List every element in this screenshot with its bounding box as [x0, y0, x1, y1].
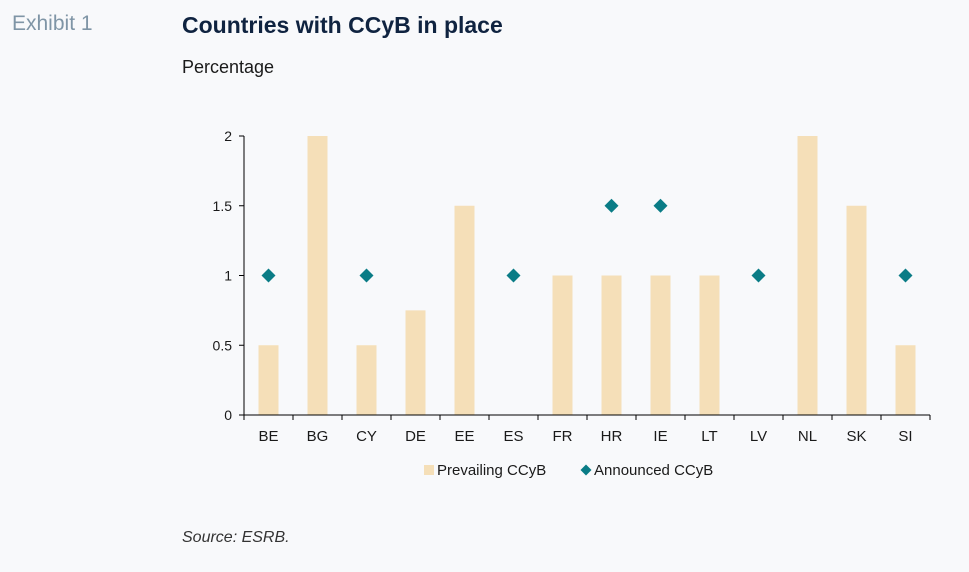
- x-tick-label-de: DE: [405, 428, 426, 445]
- y-tick-label: 1.5: [213, 198, 233, 214]
- x-tick-label-cy: CY: [356, 428, 377, 445]
- x-tick-label-hr: HR: [601, 428, 623, 445]
- marker-hr: [604, 198, 619, 213]
- x-tick-label-si: SI: [898, 428, 912, 445]
- bar-de: [405, 310, 426, 415]
- bar-hr: [601, 275, 622, 415]
- x-tick-label-lt: LT: [701, 428, 717, 445]
- x-tick-label-lv: LV: [750, 428, 767, 445]
- legend-marker-label: Announced CCyB: [594, 462, 713, 479]
- x-tick-label-fr: FR: [553, 428, 573, 445]
- legend-marker-swatch: [580, 464, 592, 476]
- bar-cy: [356, 345, 377, 415]
- x-tick-label-sk: SK: [846, 428, 866, 445]
- bar-nl: [797, 136, 818, 415]
- x-tick-label-bg: BG: [307, 428, 329, 445]
- chart-title: Countries with CCyB in place: [182, 12, 503, 38]
- marker-es: [506, 268, 521, 283]
- bar-bg: [307, 136, 328, 415]
- bar-lt: [699, 275, 720, 415]
- exhibit-label: Exhibit 1: [12, 12, 93, 35]
- x-tick-label-ee: EE: [454, 428, 474, 445]
- y-tick-label: 0.5: [213, 337, 233, 353]
- y-tick-label: 0: [224, 407, 232, 423]
- x-tick-label-nl: NL: [798, 428, 817, 445]
- marker-cy: [359, 268, 374, 283]
- source-note: Source: ESRB.: [182, 529, 290, 546]
- x-tick-label-ie: IE: [653, 428, 667, 445]
- bar-ie: [650, 275, 671, 415]
- chart-subtitle: Percentage: [182, 57, 275, 77]
- bar-fr: [552, 275, 573, 415]
- x-tick-label-es: ES: [503, 428, 523, 445]
- legend-bar-label: Prevailing CCyB: [437, 462, 546, 479]
- marker-be: [261, 268, 276, 283]
- marker-ie: [653, 198, 668, 213]
- y-tick-label: 1: [224, 268, 232, 284]
- y-tick-label: 2: [224, 128, 232, 144]
- bar-be: [258, 345, 279, 415]
- bar-ee: [454, 205, 475, 415]
- bar-si: [895, 345, 916, 415]
- x-tick-label-be: BE: [258, 428, 278, 445]
- bar-sk: [846, 205, 867, 415]
- legend-bar-swatch: [424, 465, 434, 475]
- marker-si: [898, 268, 913, 283]
- marker-lv: [751, 268, 766, 283]
